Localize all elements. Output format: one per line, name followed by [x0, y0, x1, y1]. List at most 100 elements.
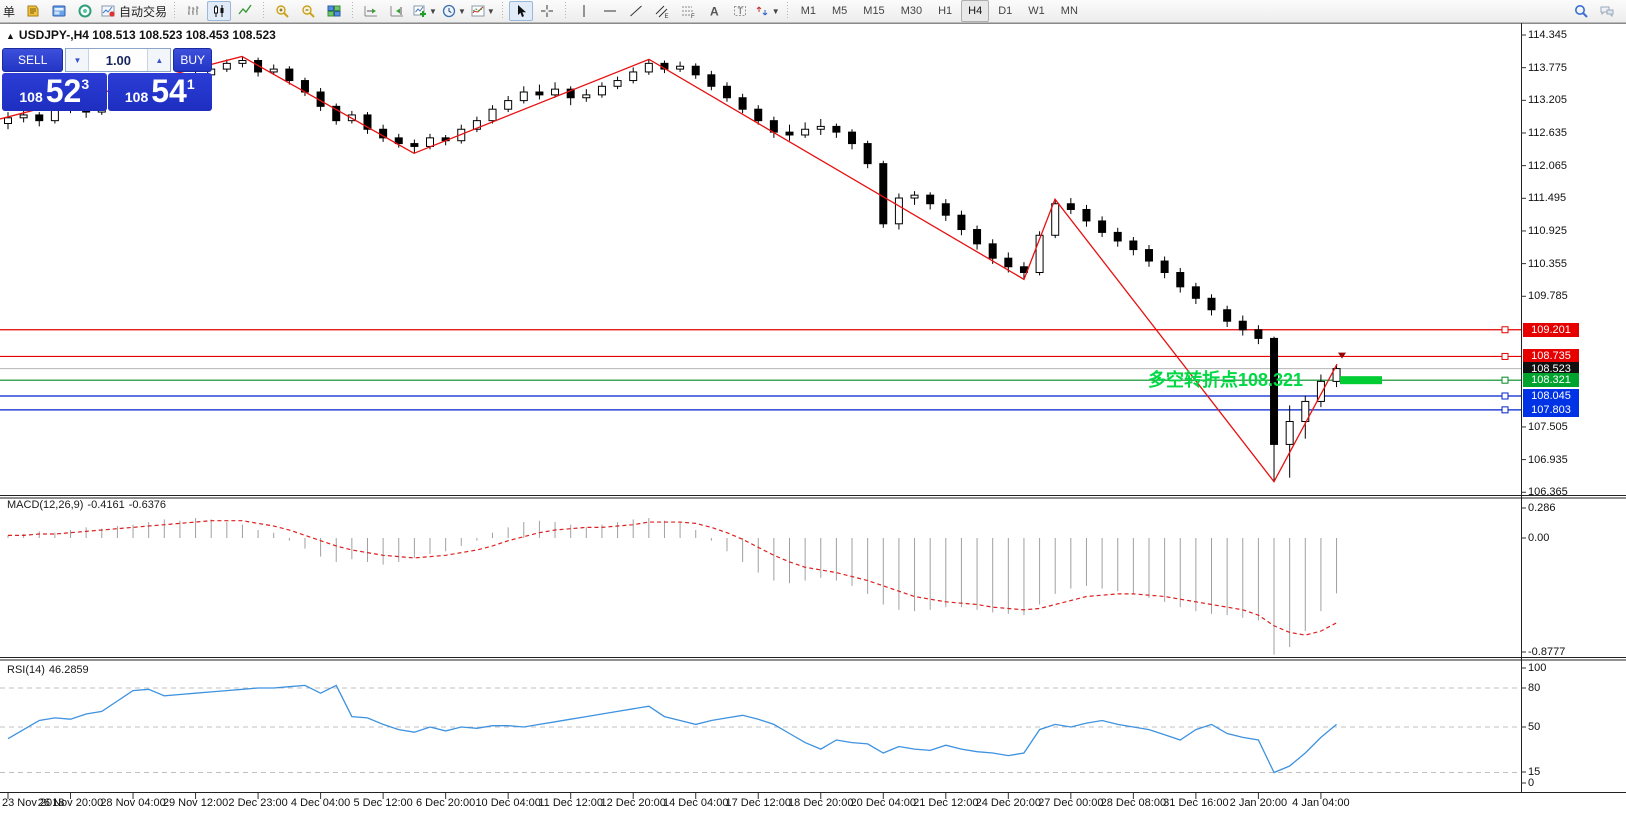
- chat-button[interactable]: [1595, 1, 1619, 21]
- fibonacci-button[interactable]: F: [676, 1, 700, 21]
- chart-canvas[interactable]: [0, 23, 1626, 813]
- volume-input[interactable]: 1.00: [105, 52, 132, 68]
- timeframe-h1-button[interactable]: H1: [938, 5, 953, 17]
- tile-windows-icon: [326, 3, 342, 19]
- new-order-icon: [25, 3, 41, 19]
- chevron-down-icon[interactable]: ▼: [771, 6, 780, 16]
- fibonacci-icon: F: [680, 3, 696, 19]
- candlestick-series: [4, 56, 1341, 482]
- arrows-icon: [755, 3, 771, 19]
- chart-shift-button[interactable]: [385, 1, 409, 21]
- terminal-button[interactable]: [47, 1, 71, 21]
- buy-button[interactable]: BUY: [173, 48, 212, 72]
- timeframe-h4-button[interactable]: H4: [961, 0, 990, 22]
- cursor-icon: [513, 3, 529, 19]
- horizontal-price-lines[interactable]: [0, 326, 1521, 414]
- text-label-icon: T: [732, 3, 748, 19]
- trendline-icon: [628, 3, 644, 19]
- candlestick-chart-button[interactable]: [207, 1, 232, 21]
- timeframe-m1-button[interactable]: M1: [800, 5, 816, 17]
- text-label-button[interactable]: T: [728, 1, 752, 21]
- panel-borders: [0, 23, 1626, 793]
- zoom-out-button[interactable]: [296, 1, 320, 21]
- bar-chart-button[interactable]: [181, 1, 205, 21]
- channel-icon: E: [654, 3, 670, 19]
- chart-annotation-text[interactable]: 多空转折点108.321: [1148, 370, 1304, 390]
- toolbar-separator: [171, 2, 179, 20]
- volume-stepper: ▼ 1.00 ▲: [65, 48, 172, 72]
- toolbar-separator: [783, 2, 791, 20]
- timeframe-m30-button[interactable]: M30: [900, 5, 923, 17]
- auto-scroll-icon: [363, 3, 379, 19]
- crosshair-button[interactable]: [535, 1, 559, 21]
- line-chart-icon: [237, 3, 253, 19]
- period-icon: [441, 3, 457, 19]
- new-chart-icon: [412, 3, 428, 19]
- sell-price-display[interactable]: 108 52 3: [2, 73, 107, 111]
- auto-scroll-button[interactable]: [359, 1, 383, 21]
- zoom-out-icon: [300, 3, 316, 19]
- crosshair-icon: [539, 3, 555, 19]
- terminal-icon: [51, 3, 67, 19]
- timeframe-m5-button[interactable]: M5: [832, 5, 848, 17]
- toolbar-separator: [349, 2, 357, 20]
- sell-arrow-icon: [1338, 352, 1346, 359]
- zigzag-line: [0, 55, 1338, 483]
- timeframe-w1-button[interactable]: W1: [1028, 5, 1045, 17]
- zoom-in-button[interactable]: [270, 1, 294, 21]
- line-chart-button[interactable]: [233, 1, 257, 21]
- one-click-trade-panel: SELL ▼ 1.00 ▲ BUY 108 52 3 108 54 1: [2, 48, 212, 111]
- search-button[interactable]: [1569, 1, 1593, 21]
- new-chart-button[interactable]: ▼: [411, 1, 438, 21]
- svg-text:T: T: [737, 6, 743, 16]
- horizontal-line-button[interactable]: [598, 1, 622, 21]
- chevron-down-icon[interactable]: ▼: [429, 6, 437, 16]
- volume-down-button[interactable]: ▼: [66, 49, 90, 71]
- navigator-button[interactable]: [73, 1, 97, 21]
- toolbar-separator: [498, 2, 506, 20]
- navigator-icon: [77, 3, 93, 19]
- new-order-button[interactable]: [21, 1, 45, 21]
- toolbar-separator: [260, 2, 268, 20]
- chevron-down-icon[interactable]: ▼: [486, 6, 495, 16]
- buy-price-display[interactable]: 108 54 1: [107, 73, 212, 111]
- axis-ticks: [7, 34, 1526, 799]
- svg-text:F: F: [691, 14, 695, 19]
- chart-markers: [1338, 352, 1382, 385]
- arrows-button[interactable]: ▼: [754, 1, 781, 21]
- period-button[interactable]: ▼: [440, 1, 467, 21]
- trendline-button[interactable]: [624, 1, 648, 21]
- chart-shift-icon: [389, 3, 405, 19]
- menu-item[interactable]: 单: [3, 4, 16, 19]
- vertical-line-button[interactable]: [572, 1, 596, 21]
- toolbar: 单 自动交易 ▼ ▼ ▼ E F A T ▼ M1 M5 M15 M30 H1 H4 D1 W1 MN: [0, 0, 1626, 23]
- cursor-button[interactable]: [508, 1, 533, 21]
- rsi-level-lines: [0, 687, 1521, 773]
- volume-up-button[interactable]: ▲: [147, 49, 171, 71]
- macd-signal-line: [8, 520, 1337, 636]
- chat-icon: [1599, 3, 1615, 19]
- text-button[interactable]: A: [702, 1, 726, 21]
- autotrade-button[interactable]: 自动交易: [99, 1, 168, 21]
- highlight-zone: [1340, 376, 1382, 385]
- macd-histogram: [7, 518, 1338, 655]
- sell-button[interactable]: SELL: [2, 48, 64, 72]
- timeframe-m15-button[interactable]: M15: [863, 5, 885, 17]
- chart-window[interactable]: ▲ USDJPY-,H4 108.513 108.523 108.453 108.…: [0, 23, 1626, 813]
- search-icon: [1573, 3, 1589, 19]
- timeframe-d1-button[interactable]: D1: [998, 5, 1013, 17]
- bar-chart-icon: [185, 3, 201, 19]
- svg-text:A: A: [710, 5, 719, 19]
- channel-button[interactable]: E: [650, 1, 674, 21]
- autotrade-label: 自动交易: [119, 4, 168, 19]
- horizontal-line-icon: [602, 3, 618, 19]
- template-button[interactable]: ▼: [469, 1, 496, 21]
- timeframe-mn-button[interactable]: MN: [1060, 5, 1078, 17]
- chevron-down-icon[interactable]: ▼: [457, 6, 466, 16]
- vertical-line-icon: [576, 3, 592, 19]
- svg-text:E: E: [664, 14, 668, 19]
- tile-windows-button[interactable]: [322, 1, 346, 21]
- zoom-in-icon: [274, 3, 290, 19]
- candlestick-chart-icon: [211, 3, 227, 19]
